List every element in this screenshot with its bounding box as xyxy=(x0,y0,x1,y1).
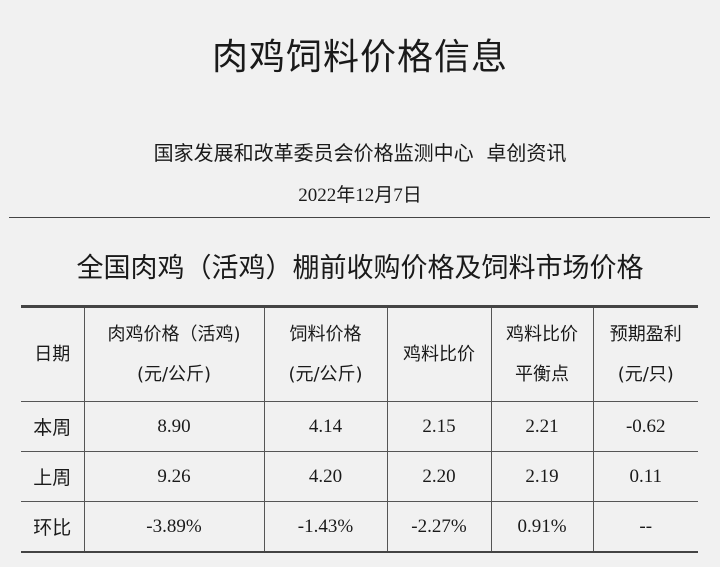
column-header: 肉鸡价格（活鸡) (元/公斤) xyxy=(83,306,265,402)
source-line: 国家发展和改革委员会价格监测中心 卓创资讯 xyxy=(153,141,567,165)
header-line: 鸡料比价 xyxy=(403,343,475,365)
header-line: (元/只) xyxy=(617,363,674,385)
table-cell: 8.90 xyxy=(83,401,265,452)
header-line: 饲料价格 xyxy=(289,323,362,345)
header-line: 肉鸡价格（活鸡) xyxy=(107,323,241,345)
page-title: 肉鸡饲料价格信息 xyxy=(211,37,508,78)
table-title: 全国肉鸡（活鸡）棚前收购价格及饲料市场价格 xyxy=(76,253,644,284)
header-row: 日期 肉鸡价格（活鸡) (元/公斤) 饲料价格 (元/公斤) 鸡料比价 鸡料比价 平衡点 预期盈… xyxy=(21,306,698,402)
table-cell: 9.26 xyxy=(83,451,265,502)
table-cell: 0.11 xyxy=(592,451,698,502)
publish-date: 2022年12月7日 xyxy=(298,185,422,206)
header-line: 平衡点 xyxy=(515,363,569,385)
header-line: (元/公斤) xyxy=(288,363,363,385)
table-cell: 4.20 xyxy=(263,451,388,502)
table-cell: 2.21 xyxy=(490,401,594,452)
header-line: 日期 xyxy=(34,343,71,365)
header-line: 鸡料比价 xyxy=(506,323,578,345)
table-cell: -2.27% xyxy=(386,501,492,553)
row-label: 本周 xyxy=(21,401,85,452)
table-row: 本周 8.90 4.14 2.15 2.21 -0.62 xyxy=(21,401,698,452)
row-label: 上周 xyxy=(21,451,85,502)
table-cell: 2.19 xyxy=(490,451,594,502)
column-header: 饲料价格 (元/公斤) xyxy=(263,306,388,402)
header-line: 预期盈利 xyxy=(609,323,682,345)
column-header: 鸡料比价 平衡点 xyxy=(490,306,594,402)
price-table: 日期 肉鸡价格（活鸡) (元/公斤) 饲料价格 (元/公斤) 鸡料比价 鸡料比价 平衡点 预期盈… xyxy=(21,305,698,553)
divider xyxy=(9,217,710,218)
table-cell: -- xyxy=(592,501,698,553)
table-row: 上周 9.26 4.20 2.20 2.19 0.11 xyxy=(21,451,698,502)
column-header: 鸡料比价 xyxy=(386,306,492,402)
row-label: 环比 xyxy=(21,501,85,553)
table-cell: -1.43% xyxy=(263,501,388,553)
table-cell: -0.62 xyxy=(592,401,698,452)
column-header: 预期盈利 (元/只) xyxy=(592,306,698,402)
table-cell: 4.14 xyxy=(263,401,388,452)
table-cell: 2.20 xyxy=(386,451,492,502)
table-row: 环比 -3.89% -1.43% -2.27% 0.91% -- xyxy=(21,501,698,553)
column-header: 日期 xyxy=(21,306,85,402)
table-cell: 2.15 xyxy=(386,401,492,452)
header-line: (元/公斤) xyxy=(136,363,212,385)
table-cell: 0.91% xyxy=(490,501,594,553)
table-cell: -3.89% xyxy=(83,501,265,553)
